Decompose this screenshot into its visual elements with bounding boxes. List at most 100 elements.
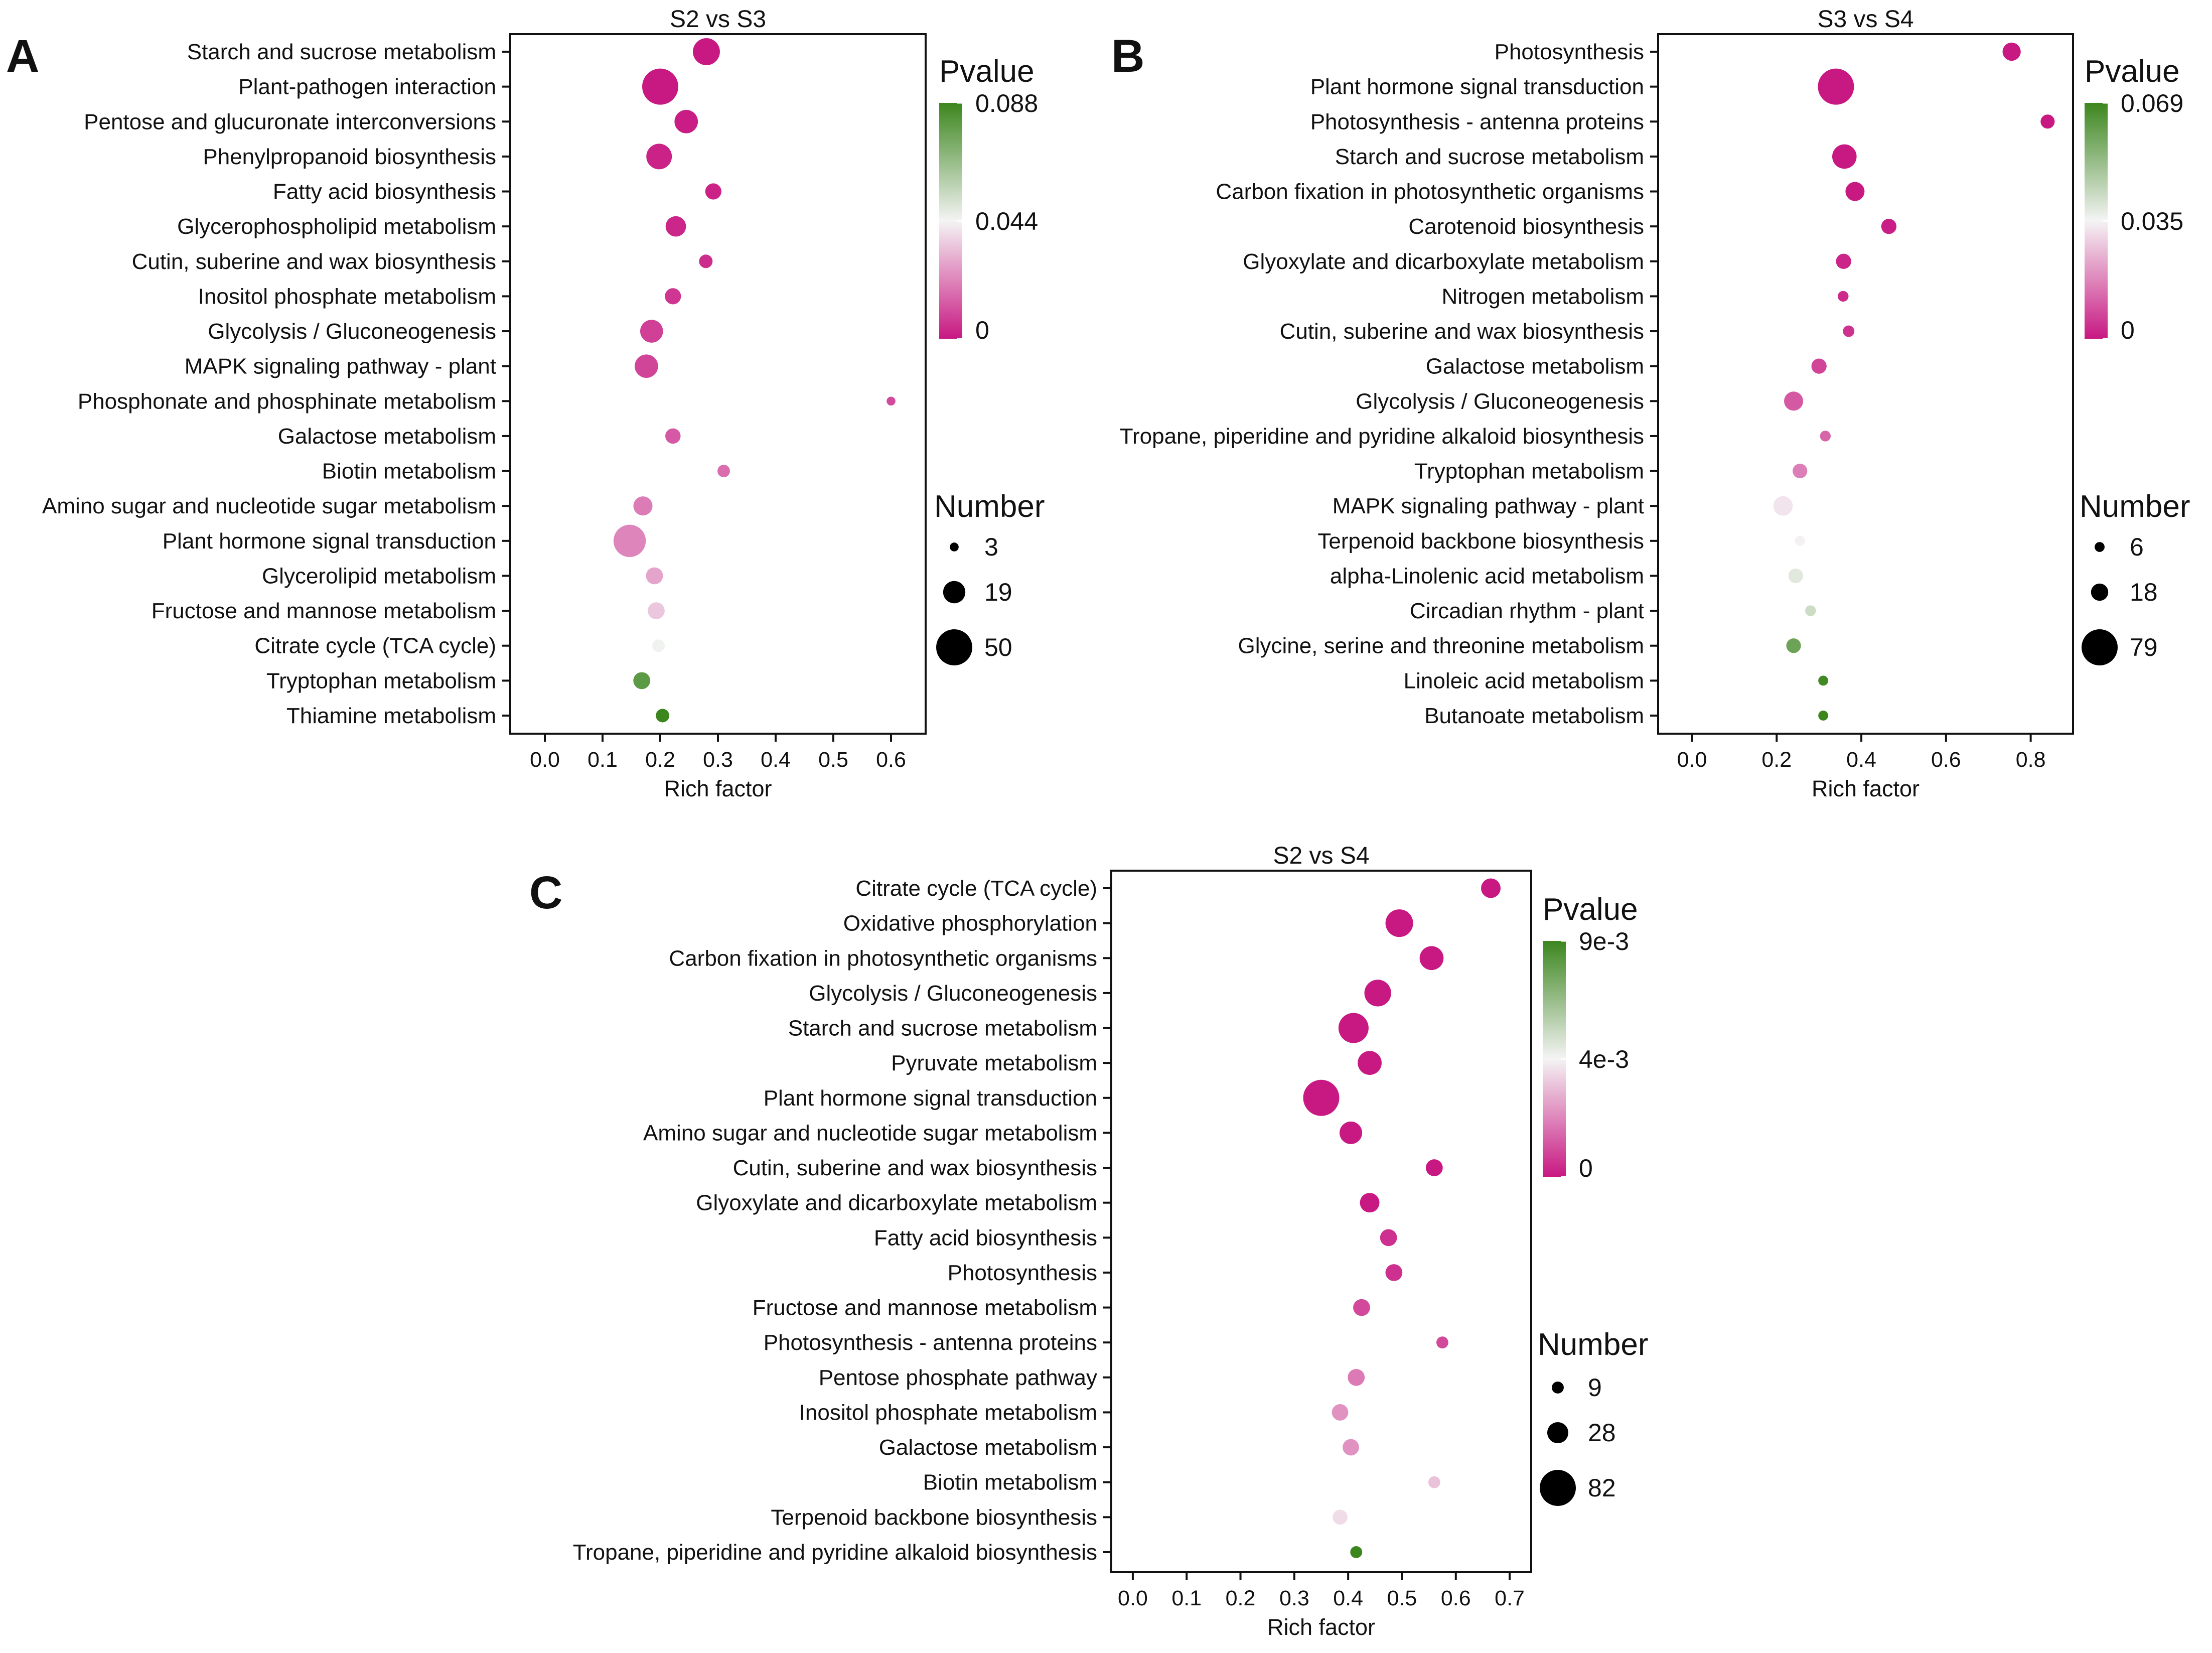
data-point (1348, 1368, 1365, 1386)
x-tick-label: 0.4 (1846, 748, 1876, 772)
data-point (652, 639, 665, 652)
panel-title: S3 vs S4 (1817, 6, 1913, 33)
data-point (1793, 463, 1808, 479)
panel-letter: C (529, 867, 562, 918)
data-point (1836, 253, 1851, 269)
data-point (635, 354, 658, 378)
data-point (656, 709, 670, 723)
pathway-label: Cutin, suberine and wax biosynthesis (733, 1156, 1097, 1180)
pathway-label: Cutin, suberine and wax biosynthesis (132, 249, 496, 274)
x-tick-label: 0.4 (761, 748, 791, 772)
data-point (1360, 1193, 1380, 1213)
x-axis-title: Rich factor (664, 776, 772, 801)
data-point (1786, 638, 1801, 653)
data-point (1338, 1013, 1369, 1043)
data-point (646, 144, 672, 170)
x-tick-label: 0.0 (530, 748, 560, 772)
pathway-label: Inositol phosphate metabolism (799, 1400, 1097, 1425)
x-tick-label: 0.5 (1387, 1586, 1417, 1610)
pvalue-legend-label: 0.088 (975, 89, 1038, 117)
pathway-label: Fructose and mannose metabolism (152, 599, 496, 623)
x-tick-label: 0.5 (818, 748, 848, 772)
panel-b: B S3 vs S4 Photosynthesis Plant hormone sig… (1111, 6, 2190, 801)
panel-title: S2 vs S4 (1273, 843, 1369, 869)
data-point (674, 109, 698, 133)
pathway-label: Photosynthesis - antenna proteins (764, 1330, 1097, 1355)
pathway-label: MAPK signaling pathway - plant (1333, 494, 1644, 518)
data-point (613, 524, 646, 558)
x-tick-label: 0.6 (1441, 1586, 1471, 1610)
x-tick-label: 0.2 (1226, 1586, 1256, 1610)
pathway-label: Biotin metabolism (322, 459, 496, 484)
pathway-label: Nitrogen metabolism (1442, 284, 1645, 309)
pathway-label: MAPK signaling pathway - plant (185, 354, 496, 379)
data-point (1343, 1439, 1359, 1456)
pathway-label: Citrate cycle (TCA cycle) (855, 876, 1097, 901)
pvalue-legend-label: 0 (975, 316, 989, 344)
size-legend-dot (2082, 629, 2118, 665)
size-legend-dot (1540, 1470, 1576, 1506)
x-tick-label: 0.1 (1171, 1586, 1202, 1610)
data-point (1385, 909, 1413, 937)
number-legend-label: 79 (2130, 633, 2158, 661)
data-point (1340, 1121, 1363, 1144)
pathway-label: Oxidative phosphorylation (843, 911, 1097, 936)
pathway-label: Pyruvate metabolism (891, 1051, 1097, 1075)
pathway-label: Starch and sucrose metabolism (187, 40, 496, 64)
data-point (1818, 675, 1829, 686)
data-point (665, 216, 686, 237)
pathway-label: Galactose metabolism (1426, 354, 1644, 379)
data-point (2040, 114, 2055, 129)
data-point (717, 465, 730, 478)
pvalue-legend-label: 0.044 (975, 207, 1038, 235)
pathway-label: Photosynthesis (1495, 40, 1644, 64)
pathway-label: Tropane, piperidine and pyridine alkaloi… (1120, 424, 1644, 449)
pathway-label: Plant-pathogen interaction (238, 75, 496, 99)
data-point (1385, 1264, 1403, 1281)
number-legend-title: Number (1538, 1327, 1649, 1362)
pathway-label: Glycerolipid metabolism (262, 564, 496, 588)
data-point (1425, 1159, 1443, 1176)
pathway-label: Carbon fixation in photosynthetic organi… (669, 946, 1097, 971)
x-tick-label: 0.3 (703, 748, 733, 772)
pathway-label: Carbon fixation in photosynthetic organi… (1216, 180, 1644, 204)
data-point (1332, 1404, 1349, 1421)
pvalue-legend-label: 9e-3 (1579, 927, 1629, 955)
pathway-label: Thiamine metabolism (286, 704, 496, 728)
size-legend-dot (2095, 542, 2105, 552)
data-point (1838, 291, 1849, 302)
data-point (2002, 42, 2021, 61)
panel-title: S2 vs S3 (670, 6, 766, 33)
pathway-label: Terpenoid backbone biosynthesis (1317, 529, 1644, 554)
data-point (1820, 431, 1831, 442)
data-point (1818, 68, 1854, 105)
pathway-label: Pentose and glucuronate interconversions (84, 109, 496, 134)
pathway-label: Linoleic acid metabolism (1404, 668, 1644, 693)
number-legend-label: 18 (2130, 578, 2158, 606)
pathway-label: Glyoxylate and dicarboxylate metabolism (696, 1191, 1097, 1215)
data-point (646, 567, 663, 585)
number-legend-label: 50 (984, 633, 1012, 661)
pathway-label: Glycine, serine and threonine metabolism (1238, 634, 1644, 658)
pvalue-legend-title: Pvalue (939, 54, 1035, 89)
x-tick-label: 0.7 (1495, 1586, 1525, 1610)
data-point (1788, 568, 1803, 584)
number-legend-label: 6 (2130, 533, 2144, 561)
number-legend-label: 9 (1588, 1373, 1602, 1402)
data-point (1428, 1476, 1440, 1488)
x-tick-label: 0.6 (1931, 748, 1961, 772)
x-tick-label: 0.6 (876, 748, 906, 772)
pathway-label: Galactose metabolism (278, 424, 496, 449)
x-tick-label: 0.1 (587, 748, 618, 772)
pathway-label: Glycolysis / Gluconeogenesis (1356, 389, 1644, 414)
pathway-label: Cutin, suberine and wax biosynthesis (1280, 319, 1644, 344)
pathway-label: Glycerophospholipid metabolism (177, 214, 496, 239)
pathway-label: Butanoate metabolism (1424, 704, 1644, 728)
data-point (1805, 605, 1816, 616)
pathway-label: Terpenoid backbone biosynthesis (771, 1505, 1097, 1530)
pathway-label: Galactose metabolism (879, 1435, 1097, 1460)
panel-letter: B (1111, 31, 1144, 82)
size-legend-dot (936, 629, 972, 665)
data-point (1845, 182, 1865, 201)
data-point (633, 672, 651, 690)
